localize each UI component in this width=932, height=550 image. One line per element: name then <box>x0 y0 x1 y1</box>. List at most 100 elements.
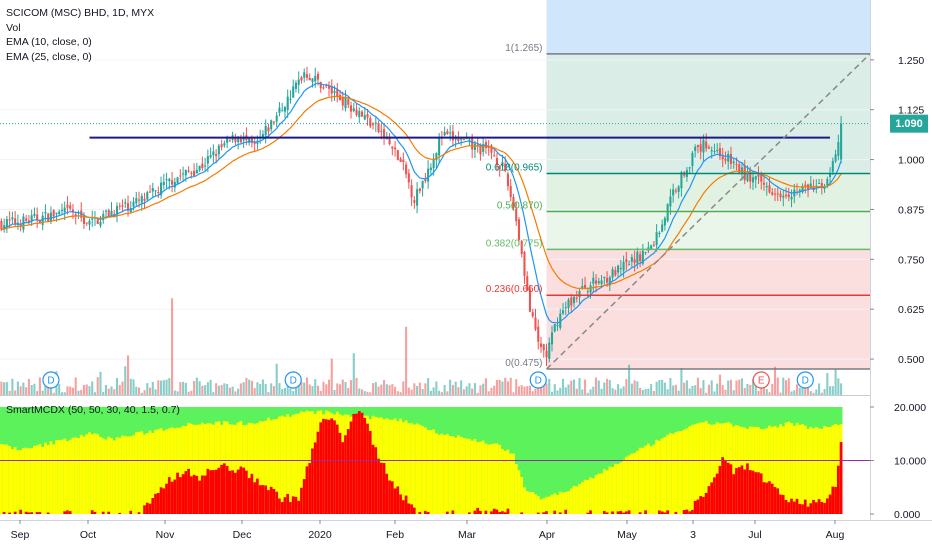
volume-bar <box>63 392 66 395</box>
indicator-yellow-bar <box>655 439 659 514</box>
candle-body <box>300 77 303 81</box>
volume-bar <box>795 384 799 395</box>
indicator-yellow-bar <box>781 426 786 514</box>
volume-label[interactable]: Vol <box>6 21 21 34</box>
indicator-yellow-bar <box>2 444 6 514</box>
volume-bar <box>840 383 843 395</box>
indicator-yellow-bar <box>71 437 75 514</box>
dividend-marker <box>796 371 814 389</box>
indicator-yellow-bar <box>646 443 651 514</box>
volume-bar <box>520 385 523 395</box>
indicator-tick-label: 20.000 <box>894 402 926 414</box>
indicator-red-bar <box>602 510 607 514</box>
candle-body <box>655 232 658 246</box>
volume-bar <box>418 382 421 395</box>
indicator-yellow-bar <box>93 433 97 514</box>
indicator-red-bar <box>341 442 345 514</box>
volume-bar <box>655 381 658 395</box>
indicator-red-bar <box>696 499 700 514</box>
indicator-red-bar <box>660 511 664 514</box>
candle-body <box>482 144 485 152</box>
candle-body <box>217 145 220 155</box>
indicator-yellow-bar <box>99 437 103 514</box>
indicator-red-bar <box>564 509 568 514</box>
indicator-yellow-bar <box>407 423 411 514</box>
indicator-yellow-bar <box>707 423 711 514</box>
indicator-red-bar <box>203 475 207 514</box>
indicator-yellow-bar <box>790 423 794 514</box>
candle-body <box>226 138 229 143</box>
indicator-title[interactable]: SmartMCDX (50, 50, 30, 40, 1.5, 0.7) <box>6 404 180 416</box>
indicator-yellow-bar <box>214 421 218 514</box>
candle-body <box>515 208 518 222</box>
volume-bar <box>261 379 264 395</box>
indicator-red-bar <box>495 509 499 514</box>
volume-bar <box>115 377 119 395</box>
volume-bar <box>267 392 270 395</box>
volume-bar <box>215 383 218 395</box>
indicator-yellow-bar <box>528 491 532 514</box>
volume-bar <box>457 387 460 395</box>
indicator-yellow-bar <box>275 418 279 514</box>
indicator-red-bar <box>118 512 122 514</box>
indicator-yellow-bar <box>289 416 293 514</box>
symbol-label[interactable]: SCICOM (MSC) BHD, 1D, MYX <box>6 7 155 19</box>
indicator-red-bar <box>828 494 832 514</box>
indicator-red-bar <box>101 511 106 514</box>
indicator-yellow-bar <box>762 429 766 514</box>
volume-bar <box>746 383 749 395</box>
indicator-red-bar <box>344 435 348 514</box>
volume-bar <box>515 379 518 395</box>
time-tick-label: Sep <box>11 529 30 541</box>
volume-bar <box>586 392 589 395</box>
indicator-red-bar <box>468 512 472 514</box>
indicator-yellow-bar <box>685 428 689 514</box>
indicator-red-bar <box>211 470 216 514</box>
volume-bar <box>242 382 245 395</box>
indicator-red-bar <box>239 466 243 514</box>
volume-bar <box>672 385 675 395</box>
candle-body <box>424 178 427 182</box>
indicator-yellow-bar <box>768 425 772 514</box>
volume-bar <box>628 364 631 395</box>
ema-fast-label[interactable]: EMA (10, close, 0) <box>6 36 92 48</box>
candle-body <box>234 137 237 142</box>
indicator-red-bar <box>759 473 764 514</box>
indicator-red-bar <box>710 482 714 514</box>
volume-bar <box>807 383 810 395</box>
volume-bar <box>490 387 493 395</box>
candle-body <box>840 123 843 160</box>
indicator-yellow-bar <box>492 443 496 514</box>
volume-bar <box>713 391 716 395</box>
indicator-yellow-bar <box>602 469 607 514</box>
fib-trend-line <box>545 53 871 370</box>
indicator-yellow-bar <box>691 424 695 514</box>
volume-bar <box>19 386 22 395</box>
candle-body <box>782 195 785 198</box>
indicator-red-bar <box>269 486 273 514</box>
volume-bar <box>407 387 410 395</box>
indicator-yellow-bar <box>0 443 4 514</box>
ema-slow-label[interactable]: EMA (25, close, 0) <box>6 50 92 63</box>
indicator-yellow-bar <box>773 426 777 514</box>
candle-body <box>71 209 75 213</box>
candle-body <box>699 144 702 152</box>
candle-body <box>237 136 240 143</box>
indicator-red-bar <box>699 496 703 514</box>
price-tick-label: 1.000 <box>898 155 924 167</box>
volume-bar <box>308 384 311 395</box>
indicator-yellow-bar <box>90 434 95 514</box>
indicator-red-bar <box>605 512 609 514</box>
volume-bar <box>528 385 532 395</box>
volume-bar <box>160 380 163 395</box>
indicator-red-bar <box>46 512 50 514</box>
volume-bar <box>688 388 691 395</box>
candle-body <box>449 132 452 134</box>
indicator-yellow-bar <box>649 446 653 514</box>
volume-bar <box>677 390 680 395</box>
volume-bar <box>110 386 113 395</box>
volume-bar <box>187 391 190 395</box>
indicator-red-bar <box>145 502 150 514</box>
volume-bar <box>355 377 358 395</box>
